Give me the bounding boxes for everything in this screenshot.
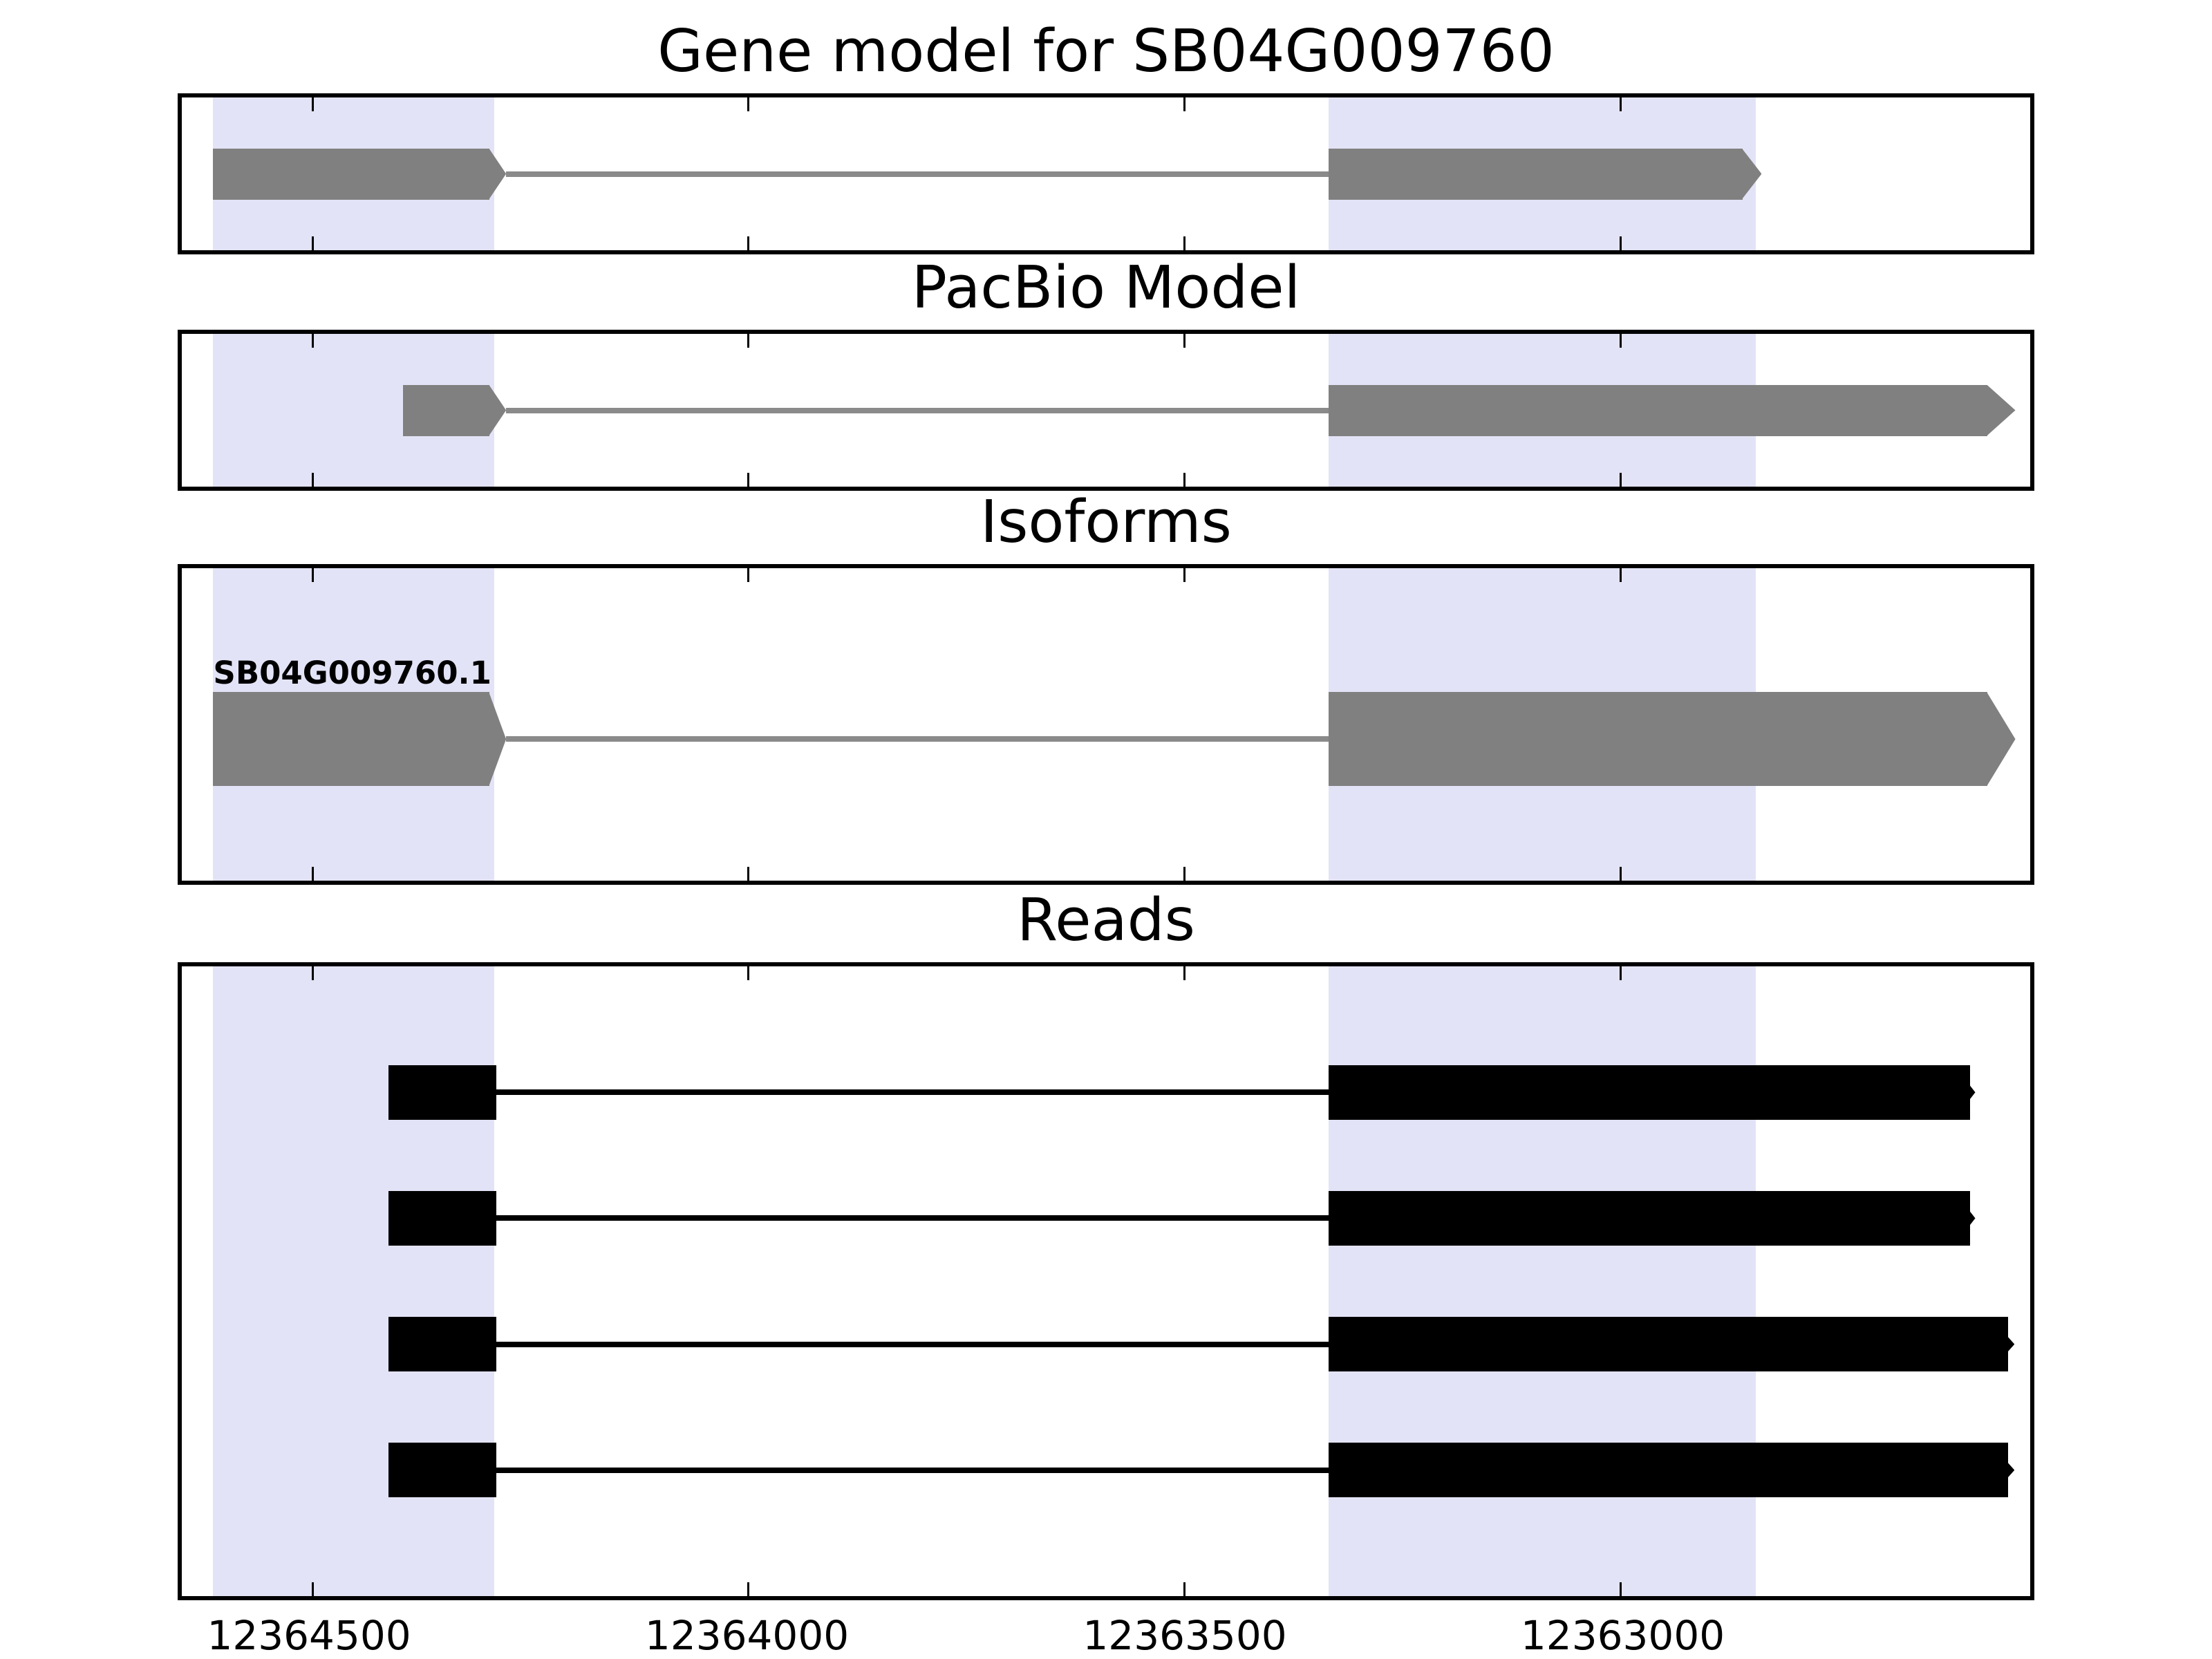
axis-tickmark (1183, 97, 1186, 111)
axis-tickmark (1183, 867, 1186, 881)
reads-exon-2 (1328, 1317, 2009, 1372)
intron-line (496, 1089, 1329, 1096)
highlight-region-2 (1328, 966, 1756, 1596)
panel-pacbio-model (178, 330, 2034, 491)
axis-tickmark (1183, 236, 1186, 250)
pacbio-model-exon-2 (1328, 384, 1988, 436)
gene-model-exon-arrow-tip (489, 148, 507, 200)
isoforms-exon-2 (1328, 692, 1988, 787)
axis-tickmark (1183, 473, 1186, 487)
reads-exon-1 (388, 1317, 497, 1372)
axis-tickmark (1619, 334, 1622, 348)
reads-exon-2 (1328, 1190, 1970, 1246)
axis-tickmark (1619, 473, 1622, 487)
gene-model-exon-1 (213, 148, 490, 200)
pacbio-model-exon-arrow-tip (489, 384, 507, 436)
panel-title-pacbio-model: PacBio Model (911, 254, 1301, 322)
axis-tickmark (1183, 1582, 1186, 1596)
intron-line (496, 1215, 1329, 1221)
axis-tickmark (1619, 867, 1622, 881)
reads-exon-arrow-tip (1969, 1210, 1976, 1226)
isoform-label: SB04G009760.1 (213, 655, 491, 692)
highlight-region-1 (213, 966, 494, 1596)
axis-tickmark (1183, 568, 1186, 582)
intron-line (506, 736, 1329, 742)
axis-tick-label: 12364500 (207, 1612, 411, 1659)
axis-tickmark (311, 97, 314, 111)
reads-exon-arrow-tip (1969, 1085, 1976, 1100)
reads-exon-1 (388, 1443, 497, 1498)
intron-line (496, 1467, 1329, 1473)
panel-title-reads: Reads (1017, 886, 1195, 955)
axis-tickmark (311, 334, 314, 348)
pacbio-model-exon-arrow-tip (1987, 384, 2016, 436)
intron-line (506, 171, 1329, 177)
axis-tickmark (747, 867, 750, 881)
isoforms-exon-1 (213, 692, 490, 787)
axis-tickmark (747, 97, 750, 111)
axis-tick-label: 12363500 (1082, 1612, 1287, 1659)
isoforms-exon-arrow-tip (1987, 692, 2016, 787)
axis-tickmark (311, 966, 314, 980)
axis-tickmark (1619, 568, 1622, 582)
axis-tickmark (311, 1582, 314, 1596)
axis-tickmark (1619, 1582, 1622, 1596)
axis-tickmark (1619, 236, 1622, 250)
gene-model-exon-2 (1328, 148, 1743, 200)
axis-tickmark (1183, 334, 1186, 348)
axis-tickmark (1619, 966, 1622, 980)
panel-title-gene-model: Gene model for SB04G009760 (657, 17, 1555, 86)
axis-tickmark (311, 473, 314, 487)
panel-reads (178, 962, 2034, 1600)
intron-line (506, 407, 1329, 413)
axis-tickmark (311, 867, 314, 881)
reads-exon-1 (388, 1190, 497, 1246)
axis-tickmark (747, 1582, 750, 1596)
axis-tickmark (311, 568, 314, 582)
axis-tickmark (747, 473, 750, 487)
axis-tick-label: 12363000 (1520, 1612, 1725, 1659)
axis-tickmark (747, 236, 750, 250)
panel-title-isoforms: Isoforms (980, 488, 1232, 556)
reads-exon-1 (388, 1065, 497, 1120)
axis-tickmark (747, 334, 750, 348)
panel-gene-model (178, 93, 2034, 254)
pacbio-model-exon-1 (403, 384, 490, 436)
axis-tickmark (311, 236, 314, 250)
axis-tickmark (1619, 97, 1622, 111)
axis-tick-label: 12364000 (644, 1612, 850, 1659)
axis-tickmark (1183, 966, 1186, 980)
reads-exon-arrow-tip (2007, 1336, 2015, 1352)
reads-exon-2 (1328, 1065, 1970, 1120)
intron-line (496, 1341, 1329, 1347)
reads-exon-2 (1328, 1443, 2009, 1498)
isoforms-exon-arrow-tip (489, 692, 507, 787)
axis-tickmark (747, 966, 750, 980)
axis-tickmark (747, 568, 750, 582)
reads-exon-arrow-tip (2007, 1462, 2015, 1478)
panel-isoforms: SB04G009760.1 (178, 564, 2034, 885)
